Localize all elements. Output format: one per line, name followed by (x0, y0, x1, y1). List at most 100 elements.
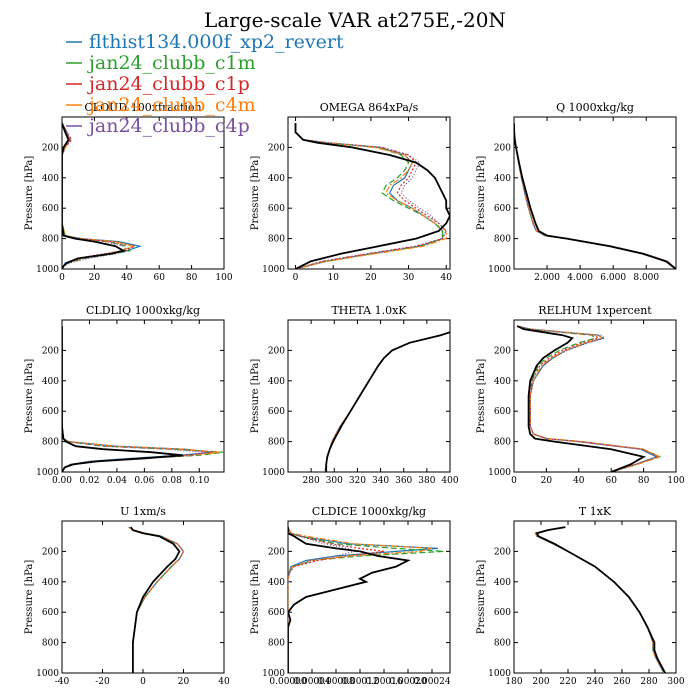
y-tick-label: 200 (494, 346, 511, 356)
x-tick-label: 240 (586, 677, 603, 687)
plot-frame (287, 520, 451, 674)
panel-title-cldice: CLDICE 1000xkg/kg (312, 505, 426, 518)
control-line (130, 526, 181, 673)
plot-frame (61, 116, 225, 270)
series-line-5 (517, 325, 659, 472)
series-lines (324, 331, 450, 472)
y-axis-label: Pressure [hPa] (250, 156, 261, 231)
panel-theta: THETA 1.0xK 200 400 600 800 1000 280 300 320 340 3… (250, 304, 459, 486)
y-tick-label: 400 (494, 174, 511, 184)
x-tick-label: 0.00020 (389, 677, 426, 687)
x-tick-label: 40 (121, 273, 133, 283)
series-line-5 (534, 526, 665, 673)
y-tick-label: 600 (494, 608, 511, 618)
series-line-2 (294, 123, 444, 269)
y-tick-label: 1000 (488, 468, 511, 478)
y-tick-label: 800 (42, 639, 59, 649)
y-tick-label: 400 (42, 174, 59, 184)
y-tick-label: 800 (494, 235, 511, 245)
x-tick-label: 340 (372, 476, 389, 486)
y-tick-label: 1000 (262, 468, 285, 478)
x-tick-label: 0.08 (162, 476, 182, 486)
series-lines (288, 526, 445, 673)
x-tick-label: 20 (89, 273, 101, 283)
y-axis-label: Pressure [hPa] (250, 359, 261, 434)
series-line-4 (514, 123, 676, 269)
x-tick-label: 0.00008 (317, 677, 354, 687)
series-line-4 (294, 123, 447, 269)
y-tick-label: 400 (268, 174, 285, 184)
x-tick-label: 220 (559, 677, 576, 687)
control-line (62, 326, 183, 472)
control-line (294, 123, 450, 269)
x-tick-label: 180 (505, 677, 522, 687)
series-line-5 (128, 526, 185, 673)
x-tick-label: 0 (140, 677, 146, 687)
y-tick-label: 200 (268, 143, 285, 153)
y-tick-label: 400 (494, 377, 511, 387)
series-line-2 (324, 331, 450, 472)
y-tick-label: 800 (494, 639, 511, 649)
legend-label: flthist134.000f_xp2_revert (89, 31, 344, 53)
x-tick-label: 40 (441, 273, 453, 283)
series-line-3 (288, 526, 385, 673)
y-tick-label: 1000 (488, 265, 511, 275)
control-line (514, 123, 676, 269)
x-tick-label: 0 (511, 476, 517, 486)
x-tick-label: 0.00000 (269, 677, 306, 687)
x-tick-label: 400 (441, 476, 458, 486)
legend-label: jan24_clubb_c1p (87, 73, 250, 95)
x-tick-label: 8.000 (633, 273, 659, 283)
x-tick-label: 0 (59, 273, 65, 283)
y-axis-label: Pressure [hPa] (24, 560, 35, 635)
series-lines (62, 122, 142, 269)
panel-title-omega: OMEGA 864xPa/s (320, 101, 419, 114)
y-tick-label: 600 (268, 608, 285, 618)
x-tick-label: -20 (95, 677, 110, 687)
x-tick-label: 280 (303, 476, 320, 486)
series-line-2 (288, 526, 445, 673)
y-axis-label: Pressure [hPa] (24, 359, 35, 434)
series-line-1 (128, 526, 185, 673)
y-tick-label: 200 (42, 547, 59, 557)
series-line-3 (324, 331, 450, 472)
y-tick-label: 1000 (36, 669, 59, 679)
x-tick-label: 380 (418, 476, 435, 486)
y-tick-label: 200 (494, 547, 511, 557)
y-tick-label: 400 (268, 377, 285, 387)
y-tick-label: 1000 (488, 669, 511, 679)
y-tick-label: 200 (494, 143, 511, 153)
y-tick-label: 600 (42, 608, 59, 618)
plot-frame (287, 319, 451, 473)
x-tick-label: 100 (667, 476, 684, 486)
x-tick-label: 4.000 (567, 273, 593, 283)
x-tick-label: 80 (186, 273, 198, 283)
plot-frame (513, 520, 677, 674)
control-line (288, 527, 411, 673)
legend: flthist134.000f_xp2_revert jan24_clubb_c1… (66, 31, 344, 137)
x-tick-label: 20 (541, 476, 553, 486)
x-tick-label: 300 (326, 476, 343, 486)
legend-item: jan24_clubb_c4m (66, 94, 256, 116)
y-axis-label: Pressure [hPa] (476, 359, 487, 434)
main-title: Large-scale VAR at275E,-20N (204, 8, 506, 32)
x-tick-label: 0.00024 (413, 677, 450, 687)
y-tick-label: 200 (268, 346, 285, 356)
x-tick-label: 10 (327, 273, 339, 283)
series-line-3 (517, 325, 660, 472)
series-line-3 (514, 123, 676, 269)
series-lines (516, 325, 662, 472)
panel-title-u: U 1xm/s (120, 505, 166, 518)
control-line (516, 325, 647, 472)
y-tick-label: 800 (268, 438, 285, 448)
x-tick-label: 0.10 (189, 476, 209, 486)
y-tick-label: 1000 (262, 669, 285, 679)
control-line (535, 526, 666, 673)
x-tick-label: -40 (55, 677, 70, 687)
panel-omega: OMEGA 864xPa/s 200 400 600 800 1000 0 10 20 30 40 P… (250, 101, 452, 283)
y-tick-label: 1000 (36, 468, 59, 478)
panel-title-cloud: CLOUD 100xfraction (84, 101, 201, 114)
